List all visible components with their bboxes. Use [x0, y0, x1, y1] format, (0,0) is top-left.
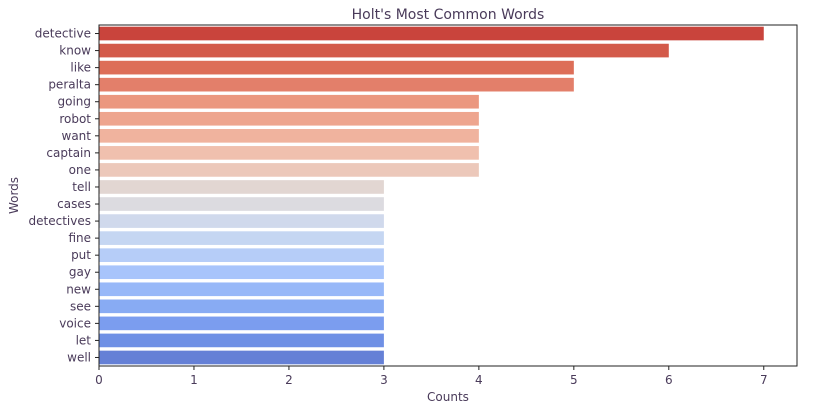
y-tick-label: cases — [57, 197, 91, 211]
y-tick-label: tell — [72, 180, 91, 194]
y-tick-label: well — [67, 350, 91, 364]
y-tick-label: let — [76, 333, 92, 347]
x-tick-label: 3 — [380, 373, 388, 387]
x-axis-label: Counts — [427, 390, 469, 404]
x-tick-label: 7 — [760, 373, 768, 387]
y-tick-label: one — [69, 163, 91, 177]
bar-put — [99, 248, 384, 262]
bar-let — [99, 334, 384, 348]
y-tick-label: fine — [68, 231, 91, 245]
x-tick-label: 1 — [190, 373, 198, 387]
y-tick-label: robot — [59, 112, 91, 126]
y-tick-label: peralta — [48, 78, 91, 92]
bar-like — [99, 61, 574, 75]
y-tick-label: new — [66, 282, 91, 296]
y-tick-label: know — [59, 44, 91, 58]
x-tick-label: 6 — [665, 373, 673, 387]
bar-new — [99, 282, 384, 296]
y-tick-label: detectives — [29, 214, 91, 228]
bar-know — [99, 44, 669, 58]
bar-one — [99, 163, 479, 177]
bar-well — [99, 351, 384, 365]
bar-captain — [99, 146, 479, 160]
y-axis-label: Words — [7, 177, 21, 214]
y-tick-label: voice — [59, 316, 91, 330]
bar-gay — [99, 265, 384, 279]
y-tick-label: gay — [69, 265, 91, 279]
x-axis-ticks: 0 1 2 3 4 5 6 7 — [95, 366, 767, 387]
y-tick-label: detective — [35, 27, 91, 41]
bar-robot — [99, 112, 479, 126]
bar-cases — [99, 197, 384, 211]
bar-detective — [99, 27, 764, 41]
x-tick-label: 0 — [95, 373, 103, 387]
y-tick-label: like — [70, 61, 91, 75]
x-tick-label: 5 — [570, 373, 578, 387]
bars-group — [99, 27, 764, 365]
bar-detectives — [99, 214, 384, 228]
bar-peralta — [99, 78, 574, 92]
bar-voice — [99, 317, 384, 331]
x-tick-label: 4 — [475, 373, 483, 387]
bar-going — [99, 95, 479, 109]
bar-see — [99, 300, 384, 314]
bar-want — [99, 129, 479, 143]
plot-frame — [99, 25, 797, 366]
y-tick-label: put — [71, 248, 91, 262]
bar-tell — [99, 180, 384, 194]
bar-fine — [99, 231, 384, 245]
chart-title: Holt's Most Common Words — [352, 7, 545, 23]
y-axis-ticks: detective know like peralta going robot want ca… — [29, 27, 99, 365]
y-tick-label: captain — [46, 146, 91, 160]
y-tick-label: going — [57, 95, 91, 109]
y-tick-label: see — [70, 299, 91, 313]
y-tick-label: want — [62, 129, 92, 143]
x-tick-label: 2 — [285, 373, 293, 387]
